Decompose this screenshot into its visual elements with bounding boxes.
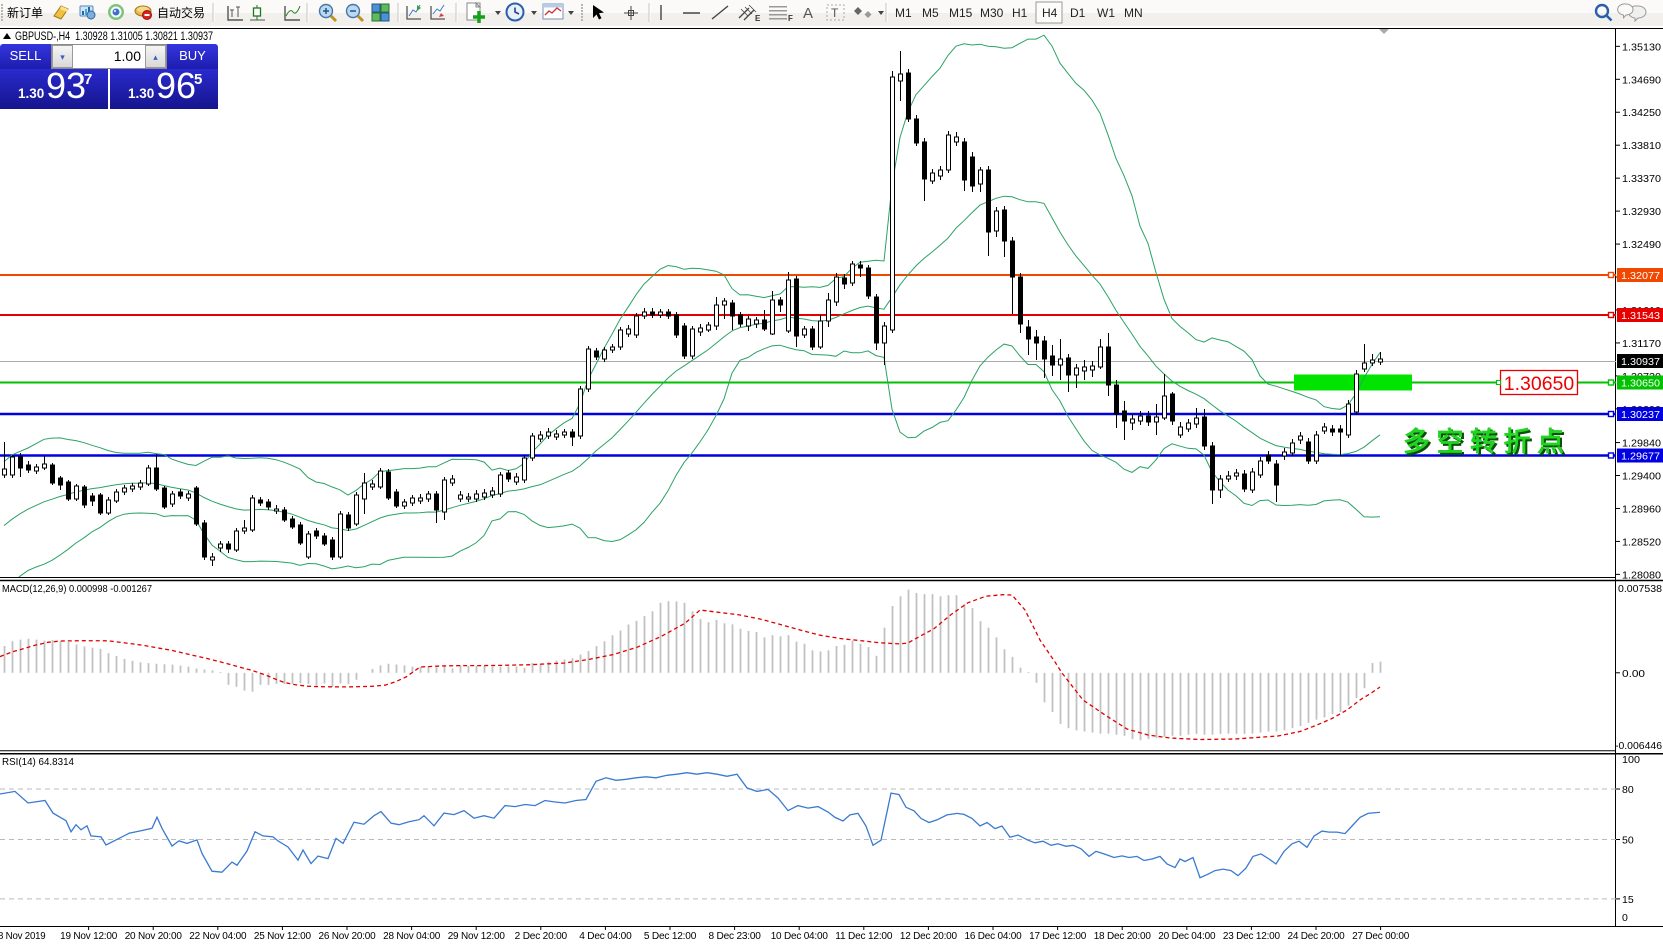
svg-text:1.30650: 1.30650 [1504, 373, 1575, 395]
svg-text:24 Dec 20:00: 24 Dec 20:00 [1288, 931, 1346, 942]
svg-text:1.29677: 1.29677 [1621, 451, 1660, 463]
svg-text:M1: M1 [895, 6, 912, 20]
svg-text:50: 50 [1622, 835, 1634, 847]
svg-text:1.29840: 1.29840 [1622, 438, 1661, 450]
svg-text:W1: W1 [1097, 6, 1115, 20]
svg-text:1.34250: 1.34250 [1622, 107, 1661, 119]
svg-text:M5: M5 [922, 6, 939, 20]
svg-text:1.32930: 1.32930 [1622, 206, 1661, 218]
svg-text:100: 100 [1622, 754, 1640, 766]
svg-text:23 Dec 12:00: 23 Dec 12:00 [1223, 931, 1281, 942]
svg-text:RSI(14) 64.8314: RSI(14) 64.8314 [2, 756, 74, 768]
svg-text:A: A [803, 5, 813, 22]
svg-text:多空转折点: 多空转折点 [1403, 426, 1571, 457]
svg-text:25 Nov 12:00: 25 Nov 12:00 [254, 931, 312, 942]
svg-text:22 Nov 04:00: 22 Nov 04:00 [189, 931, 247, 942]
svg-text:1.34690: 1.34690 [1622, 74, 1661, 86]
svg-text:0.007538: 0.007538 [1618, 583, 1662, 595]
svg-text:多空转折点: 多空转折点 [1405, 428, 1573, 459]
svg-text:12 Dec 20:00: 12 Dec 20:00 [900, 931, 958, 942]
svg-text:1.35130: 1.35130 [1622, 41, 1661, 53]
svg-text:自动交易: 自动交易 [157, 5, 205, 20]
svg-text:1.31543: 1.31543 [1621, 310, 1660, 322]
svg-text:1.33370: 1.33370 [1622, 173, 1661, 185]
svg-text:1.31170: 1.31170 [1622, 338, 1661, 350]
svg-text:2 Dec 20:00: 2 Dec 20:00 [515, 931, 568, 942]
svg-text:15: 15 [1622, 894, 1634, 906]
svg-text:80: 80 [1622, 784, 1634, 796]
svg-text:1.30237: 1.30237 [1621, 409, 1660, 421]
svg-text:1.28960: 1.28960 [1622, 503, 1661, 515]
svg-text:11 Dec 12:00: 11 Dec 12:00 [835, 931, 893, 942]
svg-text:10 Dec 04:00: 10 Dec 04:00 [771, 931, 829, 942]
svg-text:0: 0 [1622, 912, 1628, 924]
svg-text:F: F [788, 14, 793, 23]
svg-text:GBPUSD-,H4 1.30928 1.31005 1.: GBPUSD-,H4 1.30928 1.31005 1.30821 1.309… [15, 31, 213, 43]
svg-text:H4: H4 [1042, 6, 1058, 20]
svg-text:4 Dec 04:00: 4 Dec 04:00 [579, 931, 632, 942]
svg-text:16 Dec 04:00: 16 Dec 04:00 [965, 931, 1023, 942]
svg-text:20 Dec 04:00: 20 Dec 04:00 [1158, 931, 1216, 942]
svg-text:-0.006446: -0.006446 [1615, 740, 1662, 752]
svg-text:T: T [831, 6, 839, 20]
svg-text:29 Nov 12:00: 29 Nov 12:00 [448, 931, 506, 942]
svg-text:0.00: 0.00 [1622, 668, 1645, 680]
svg-text:1.32490: 1.32490 [1622, 239, 1661, 251]
svg-text:17 Dec 12:00: 17 Dec 12:00 [1029, 931, 1087, 942]
svg-text:1.29400: 1.29400 [1622, 471, 1661, 483]
svg-text:MN: MN [1124, 6, 1143, 20]
svg-text:8 Nov 2019: 8 Nov 2019 [0, 931, 46, 942]
svg-text:1.30650: 1.30650 [1621, 378, 1660, 390]
svg-text:1.32077: 1.32077 [1621, 270, 1660, 282]
svg-text:28 Nov 04:00: 28 Nov 04:00 [383, 931, 441, 942]
svg-text:27 Dec 00:00: 27 Dec 00:00 [1352, 931, 1410, 942]
svg-text:D1: D1 [1070, 6, 1086, 20]
svg-text:1.30937: 1.30937 [1621, 356, 1660, 368]
svg-text:新订单: 新订单 [7, 5, 43, 20]
svg-text:M30: M30 [980, 6, 1004, 20]
svg-text:1.28080: 1.28080 [1622, 569, 1661, 581]
svg-text:1.28520: 1.28520 [1622, 536, 1661, 548]
svg-text:H1: H1 [1012, 6, 1028, 20]
svg-text:5 Dec 12:00: 5 Dec 12:00 [644, 931, 697, 942]
svg-text:18 Dec 20:00: 18 Dec 20:00 [1094, 931, 1152, 942]
svg-text:E: E [755, 14, 761, 23]
svg-text:M15: M15 [949, 6, 973, 20]
svg-text:20 Nov 20:00: 20 Nov 20:00 [125, 931, 183, 942]
svg-text:MACD(12,26,9) 0.000998 -0.0012: MACD(12,26,9) 0.000998 -0.001267 [2, 583, 152, 595]
svg-text:19 Nov 12:00: 19 Nov 12:00 [60, 931, 118, 942]
svg-text:1.33810: 1.33810 [1622, 140, 1661, 152]
svg-text:26 Nov 20:00: 26 Nov 20:00 [319, 931, 377, 942]
svg-text:8 Dec 23:00: 8 Dec 23:00 [708, 931, 761, 942]
